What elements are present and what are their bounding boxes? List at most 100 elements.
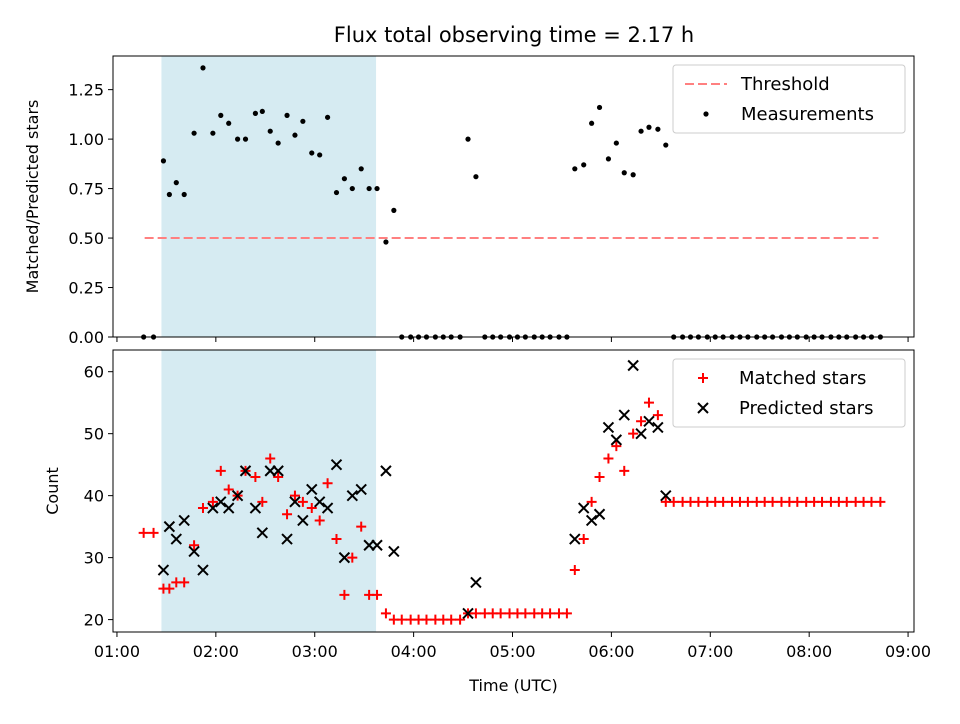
observing-span (161, 56, 377, 337)
chart-title: Flux total observing time = 2.17 h (334, 23, 694, 47)
predicted-star-point (635, 427, 647, 440)
measurement-point (383, 239, 389, 245)
predicted-star-point (239, 465, 252, 477)
measurement-point (259, 108, 265, 115)
legend-predicted-label: Predicted stars (739, 398, 873, 419)
matched-star-point (767, 496, 778, 507)
matched-star-point (611, 441, 622, 452)
predicted-star-point (170, 533, 182, 545)
predicted-star-point (297, 514, 309, 527)
y-tick-label: 0.50 (68, 229, 104, 248)
measurement-point (317, 152, 323, 158)
matched-star-point (380, 608, 391, 619)
matched-star-point (792, 496, 803, 507)
matched-star-point (322, 478, 333, 489)
measurement-point (235, 136, 241, 142)
predicted-star-point (610, 434, 623, 446)
measurement-point (655, 126, 661, 132)
predicted-star-point (470, 576, 482, 589)
predicted-star-point (643, 415, 655, 427)
matched-star-point (250, 472, 261, 483)
y-axis-label: Count (43, 467, 62, 515)
bottom-panel: 01:00 02:00 03:00 04:00 05:00 06:00 07:00 08:00… (43, 349, 931, 695)
x-tick-label: 09:00 (885, 642, 931, 661)
measurement-point (191, 130, 197, 136)
matched-star-point (179, 577, 190, 588)
y-tick-label: 1.25 (68, 81, 104, 100)
measurement-point (473, 174, 479, 180)
predicted-star-point (178, 514, 190, 527)
matched-star-point (875, 496, 886, 507)
predicted-star-point (256, 527, 269, 539)
measurement-point (309, 150, 315, 156)
measurement-point (242, 136, 249, 142)
x-tick-label: 08:00 (786, 642, 832, 661)
matched-star-point (619, 465, 630, 476)
top-panel: 0.00 0.25 0.50 0.75 1.00 1.25 Matched/Predicte… (23, 55, 915, 347)
measurement-point (333, 189, 340, 196)
predicted-star-point (338, 551, 351, 564)
predicted-star-point (157, 564, 170, 576)
measurement-point (366, 185, 372, 192)
measurement-point (284, 112, 290, 118)
y-tick-label: 1.00 (68, 130, 104, 149)
predicted-star-point (306, 483, 318, 496)
measurement-point (300, 118, 306, 124)
matched-star-point (164, 583, 175, 594)
matched-star-point (718, 496, 729, 507)
matched-star-point (347, 552, 358, 563)
legend-matched-label: Matched stars (739, 368, 866, 389)
measurement-point (166, 191, 172, 198)
measurement-point (465, 136, 471, 142)
matched-star-point (189, 540, 200, 551)
matched-star-point (561, 608, 572, 619)
measurement-point (630, 172, 636, 178)
predicted-star-point (197, 564, 209, 576)
measurement-point (581, 162, 587, 168)
measurement-point (589, 120, 595, 126)
predicted-star-point (578, 502, 590, 514)
measurement-point (638, 128, 644, 134)
measurement-point (200, 65, 206, 71)
legend-matched-swatch (698, 373, 708, 383)
plot-frame (112, 349, 915, 633)
measurement-point (226, 120, 232, 126)
matched-star-point (289, 490, 300, 501)
legend-predicted-swatch (697, 402, 709, 414)
predicted-star-point (281, 533, 293, 545)
matched-star-point (446, 614, 457, 625)
predicted-star-point (355, 483, 367, 496)
predicted-star-point (380, 465, 392, 477)
matched-star-point (603, 453, 614, 464)
y-tick-label: 40 (84, 487, 104, 506)
predicted-star-point (602, 421, 615, 434)
matched-star-point (215, 465, 226, 476)
matched-star-point (628, 428, 639, 439)
measurement-point (173, 180, 179, 186)
legend-measurements-label: Measurements (741, 104, 874, 125)
measurement-point (621, 170, 627, 176)
matched-star-point (742, 496, 753, 507)
predicted-star-point (388, 545, 400, 558)
matched-star-point (421, 614, 432, 625)
measurement-point (613, 140, 619, 146)
x-tick-label: 05:00 (489, 642, 535, 661)
predicted-star-point (272, 465, 284, 477)
x-tick-label: 03:00 (292, 642, 338, 661)
predicted-star-point (289, 496, 301, 508)
y-tick-label: 50 (84, 425, 104, 444)
predicted-star-point (618, 409, 630, 421)
measurement-point (646, 124, 652, 130)
matched-star-point (470, 608, 481, 619)
measurement-point (605, 156, 612, 162)
predicted-star-point (313, 496, 326, 508)
predicted-star-point (346, 489, 359, 502)
predicted-star-point (593, 508, 606, 520)
measurement-point (341, 176, 347, 182)
matched-star-point (545, 608, 556, 619)
y-tick-label: 0.25 (68, 279, 104, 298)
x-tick-label: 07:00 (687, 642, 733, 661)
x-tick-label: 04:00 (391, 642, 437, 661)
matched-star-point (578, 534, 589, 545)
matched-star-point (396, 614, 407, 625)
